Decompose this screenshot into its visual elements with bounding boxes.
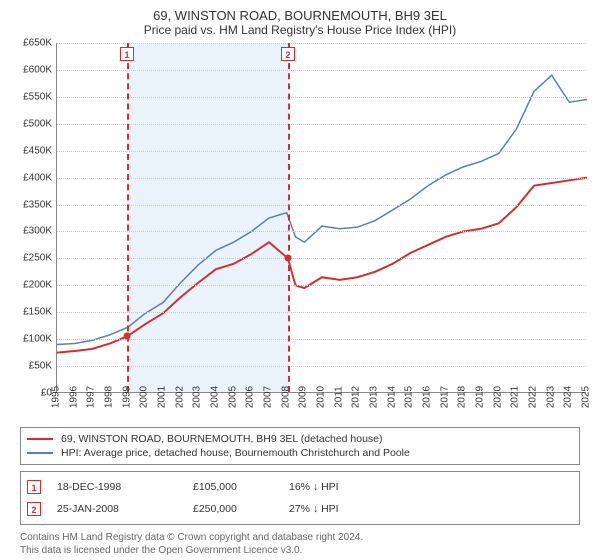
title-address: 69, WINSTON ROAD, BOURNEMOUTH, BH9 3EL xyxy=(12,8,588,23)
gridline-h xyxy=(57,231,586,232)
y-tick-label: £150K xyxy=(12,307,52,318)
x-tick-label: 2016 xyxy=(422,386,433,408)
gridline-h xyxy=(57,70,586,71)
transaction-price: £105,000 xyxy=(193,481,273,493)
footer-line-2: This data is licensed under the Open Gov… xyxy=(20,544,580,557)
gridline-h xyxy=(57,366,586,367)
title-block: 69, WINSTON ROAD, BOURNEMOUTH, BH9 3EL P… xyxy=(12,8,588,37)
transaction-diff: 16% ↓ HPI xyxy=(289,481,389,493)
gridline-h xyxy=(57,339,586,340)
x-tick-label: 2001 xyxy=(157,386,168,408)
transaction-diff: 27% ↓ HPI xyxy=(289,503,389,515)
x-tick-label: 2023 xyxy=(545,386,556,408)
y-tick-label: £650K xyxy=(12,38,52,49)
chart-container: 69, WINSTON ROAD, BOURNEMOUTH, BH9 3EL P… xyxy=(0,0,600,560)
title-subtitle: Price paid vs. HM Land Registry's House … xyxy=(12,23,588,37)
transaction-date: 25-JAN-2008 xyxy=(57,503,177,515)
x-tick-label: 1997 xyxy=(86,386,97,408)
legend-swatch xyxy=(27,438,53,440)
x-tick-label: 2009 xyxy=(298,386,309,408)
x-tick-label: 2017 xyxy=(439,386,450,408)
x-tick-label: 2007 xyxy=(263,386,274,408)
x-tick-label: 2022 xyxy=(528,386,539,408)
x-tick-label: 2004 xyxy=(210,386,221,408)
x-tick-label: 2020 xyxy=(492,386,503,408)
series-hpi xyxy=(57,75,587,344)
transaction-row-marker: 2 xyxy=(27,502,41,516)
chart-area: £0 £50K £100K £150K £200K £250K £300K £350K £400… xyxy=(12,43,588,423)
gridline-h xyxy=(57,285,586,286)
legend-label: 69, WINSTON ROAD, BOURNEMOUTH, BH9 3EL (… xyxy=(61,433,383,445)
gridline-h xyxy=(57,124,586,125)
plot-area: 12 xyxy=(56,43,586,393)
gridline-h xyxy=(57,97,586,98)
x-tick-label: 2012 xyxy=(351,386,362,408)
x-tick-label: 1998 xyxy=(104,386,115,408)
line-svg xyxy=(57,43,587,393)
y-tick-label: £500K xyxy=(12,118,52,129)
x-tick-label: 2013 xyxy=(369,386,380,408)
y-tick-label: £300K xyxy=(12,226,52,237)
y-tick-label: £400K xyxy=(12,172,52,183)
x-tick-label: 2018 xyxy=(457,386,468,408)
x-axis: 1995199619971998199920002001200220032004… xyxy=(56,393,586,423)
x-tick-label: 2014 xyxy=(386,386,397,408)
gridline-h xyxy=(57,258,586,259)
footer-line-1: Contains HM Land Registry data © Crown c… xyxy=(20,531,580,544)
legend-row: 69, WINSTON ROAD, BOURNEMOUTH, BH9 3EL (… xyxy=(27,432,573,446)
transaction-price: £250,000 xyxy=(193,503,273,515)
gridline-h xyxy=(57,205,586,206)
y-tick-label: £600K xyxy=(12,64,52,75)
legend-row: HPI: Average price, detached house, Bour… xyxy=(27,446,573,460)
y-tick-label: £50K xyxy=(12,361,52,372)
x-tick-label: 2011 xyxy=(333,386,344,408)
x-tick-label: 2000 xyxy=(139,386,150,408)
legend: 69, WINSTON ROAD, BOURNEMOUTH, BH9 3EL (… xyxy=(20,427,580,465)
x-tick-label: 2019 xyxy=(475,386,486,408)
transactions-table: 1 18-DEC-1998 £105,000 16% ↓ HPI 2 25-JAN-200… xyxy=(20,471,580,525)
x-tick-label: 2003 xyxy=(192,386,203,408)
x-tick-label: 2021 xyxy=(510,386,521,408)
transaction-row: 2 25-JAN-2008 £250,000 27% ↓ HPI xyxy=(27,498,573,520)
x-tick-label: 2025 xyxy=(581,386,592,408)
x-tick-label: 2006 xyxy=(245,386,256,408)
transaction-vline xyxy=(288,43,290,392)
y-tick-label: £450K xyxy=(12,145,52,156)
transaction-marker: 1 xyxy=(120,47,134,61)
transaction-date: 18-DEC-1998 xyxy=(57,481,177,493)
y-tick-label: £0 xyxy=(12,388,52,399)
legend-swatch xyxy=(27,452,53,454)
transaction-point xyxy=(123,333,130,340)
gridline-h xyxy=(57,312,586,313)
transaction-point xyxy=(284,255,291,262)
x-tick-label: 1996 xyxy=(68,386,79,408)
transaction-row: 1 18-DEC-1998 £105,000 16% ↓ HPI xyxy=(27,476,573,498)
x-tick-label: 2005 xyxy=(227,386,238,408)
y-tick-label: £200K xyxy=(12,280,52,291)
gridline-h xyxy=(57,43,586,44)
x-tick-label: 2010 xyxy=(316,386,327,408)
y-tick-label: £100K xyxy=(12,334,52,345)
x-tick-label: 1999 xyxy=(121,386,132,408)
transaction-marker: 2 xyxy=(281,47,295,61)
gridline-h xyxy=(57,151,586,152)
footer: Contains HM Land Registry data © Crown c… xyxy=(20,531,580,557)
transaction-row-marker: 1 xyxy=(27,480,41,494)
x-tick-label: 1995 xyxy=(51,386,62,408)
x-tick-label: 2002 xyxy=(174,386,185,408)
y-axis: £0£50K£100K£150K£200K£250K£300K£350K£400… xyxy=(12,43,56,393)
gridline-h xyxy=(57,178,586,179)
y-tick-label: £550K xyxy=(12,91,52,102)
legend-label: HPI: Average price, detached house, Bour… xyxy=(61,447,410,459)
x-tick-label: 2015 xyxy=(404,386,415,408)
y-tick-label: £250K xyxy=(12,253,52,264)
x-tick-label: 2024 xyxy=(563,386,574,408)
x-tick-label: 2008 xyxy=(280,386,291,408)
y-tick-label: £350K xyxy=(12,199,52,210)
